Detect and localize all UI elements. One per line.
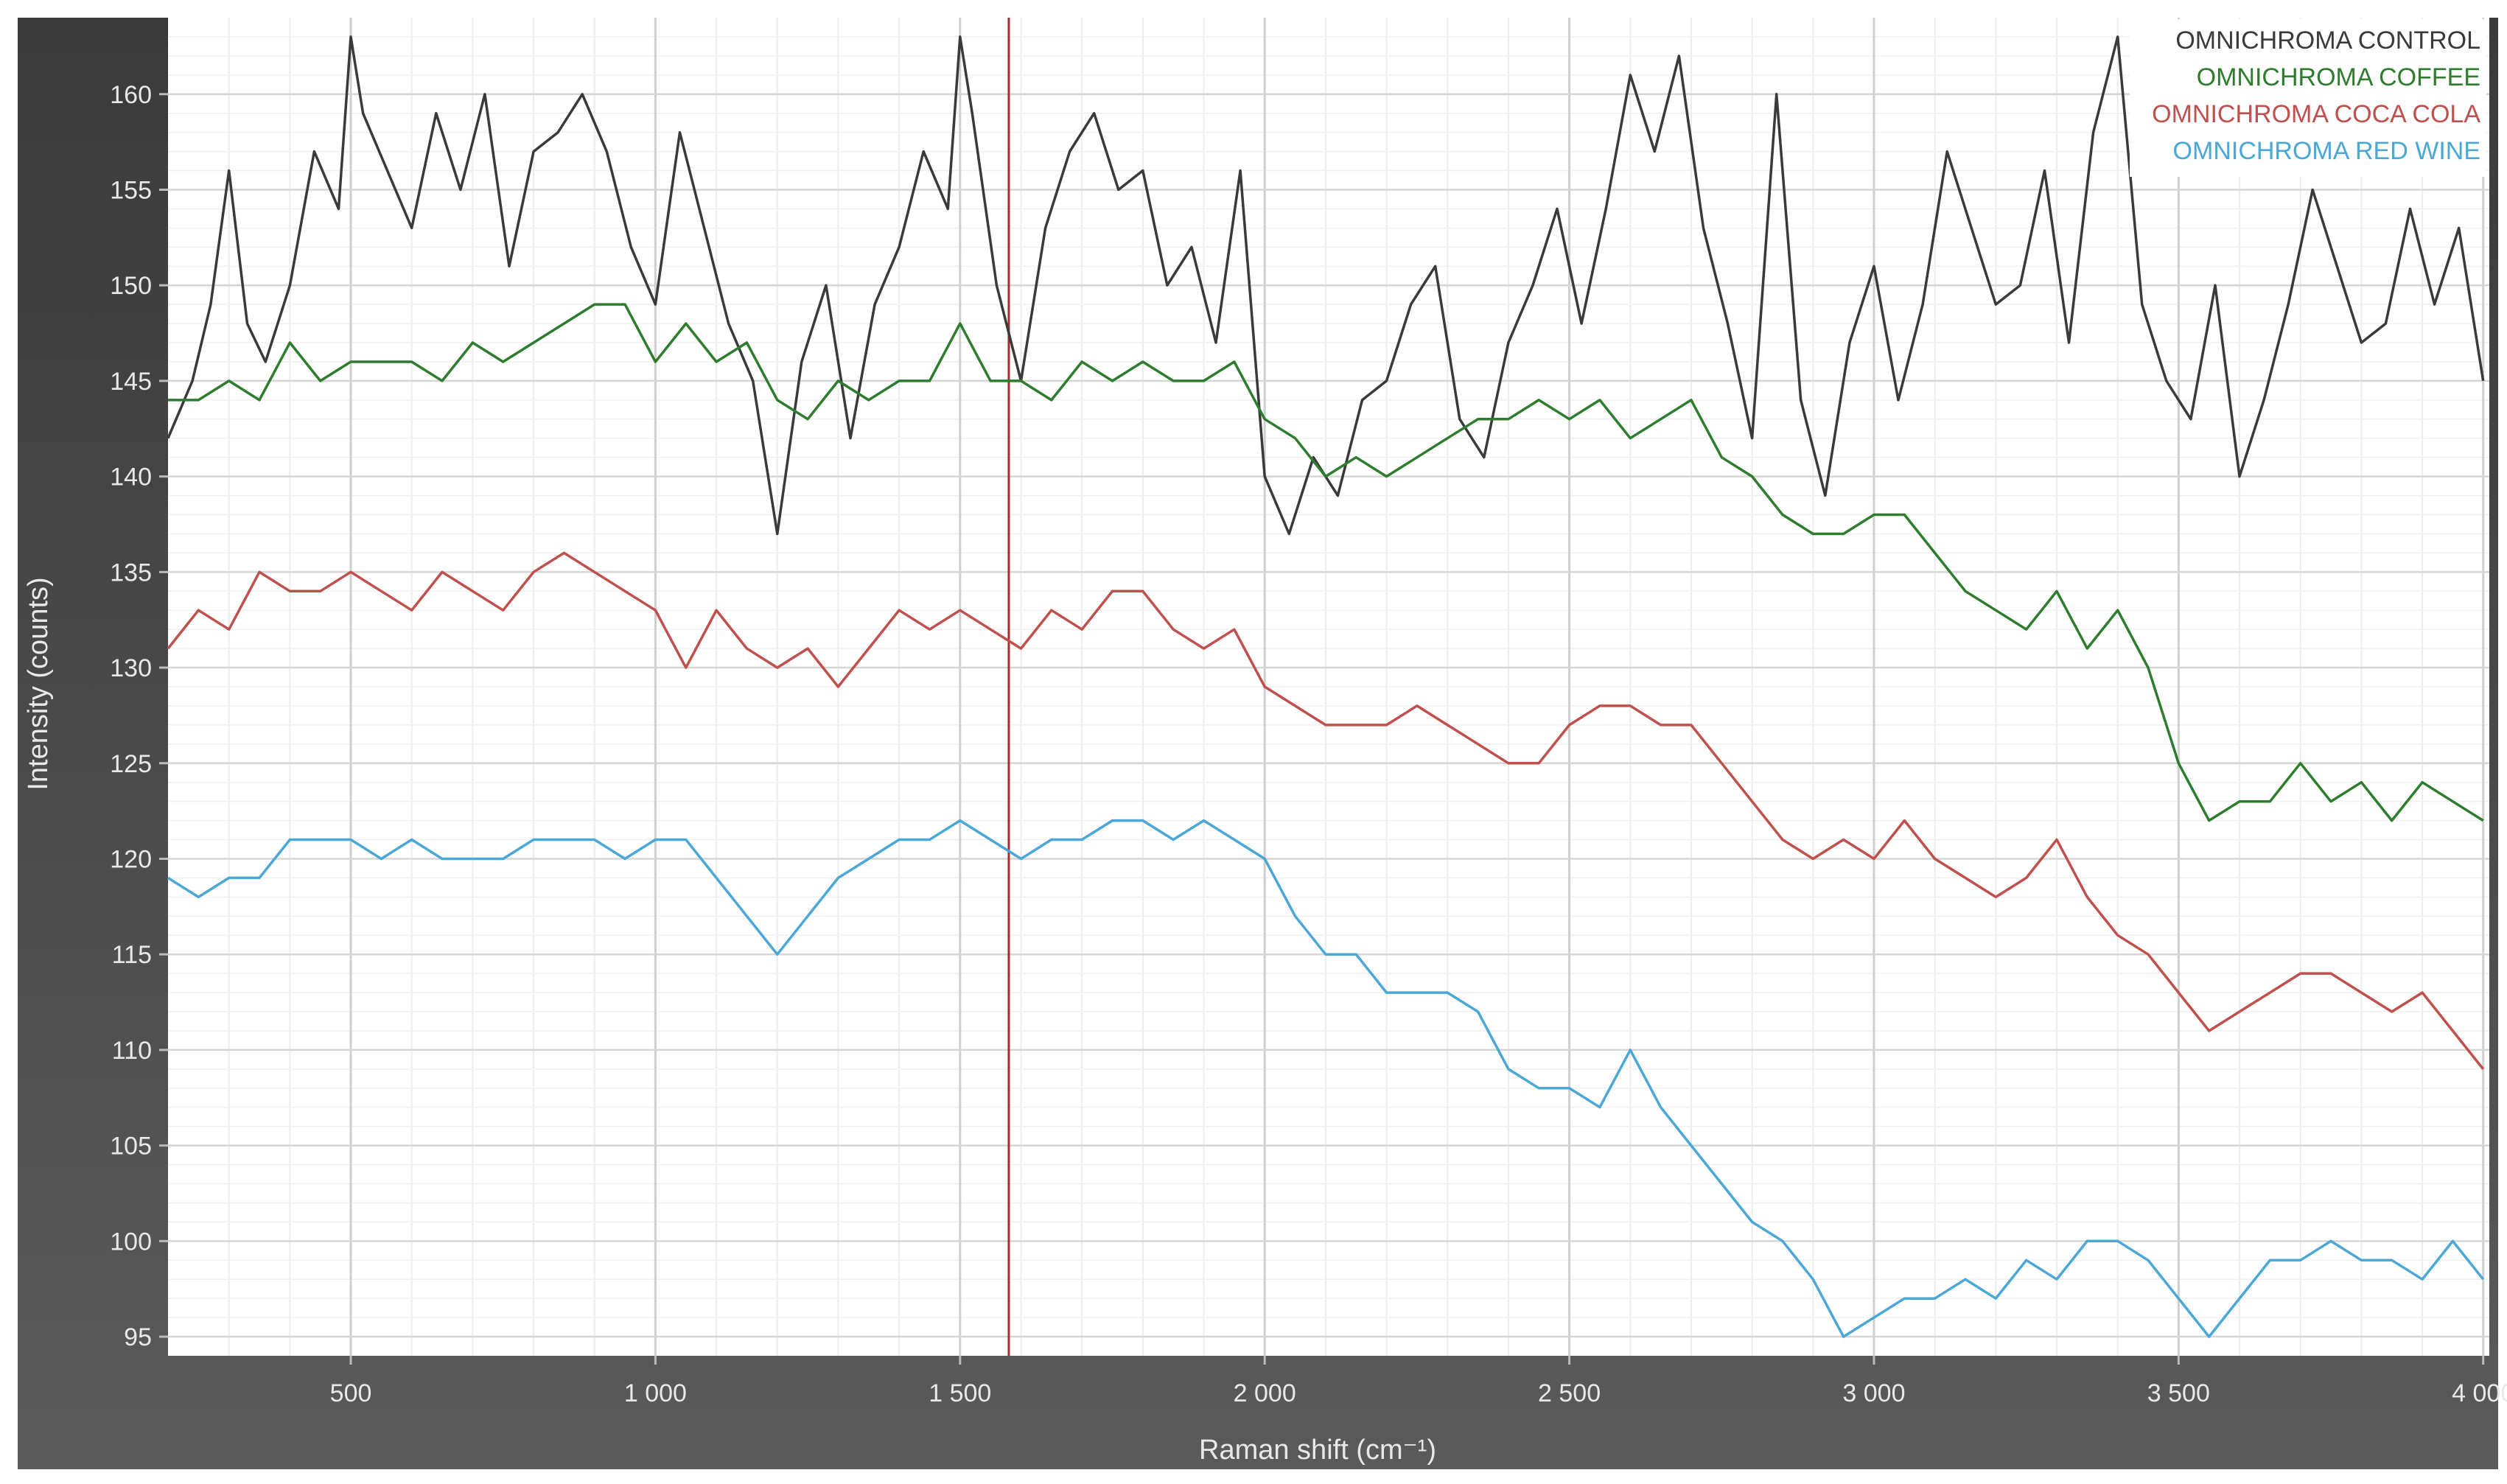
y-tick-label: 155 — [110, 176, 152, 204]
x-axis-ticks: 500 1 000 1 500 2 000 2 500 3 000 3 500 4 000 — [330, 1356, 2507, 1407]
y-tick-label: 110 — [112, 1037, 152, 1065]
x-tick-label: 3 500 — [2147, 1379, 2210, 1407]
grid-lines — [168, 18, 2489, 1356]
x-tick-label: 4 000 — [2452, 1379, 2507, 1407]
y-tick-label: 140 — [110, 463, 152, 491]
series-line-1 — [168, 303, 2484, 822]
legend-entry-0: OMNICHROMA CONTROL — [2175, 27, 2480, 55]
x-tick-label: 3 000 — [1842, 1379, 1905, 1407]
y-tick-label: 130 — [110, 654, 152, 682]
y-axis-ticks: 95 100 105 110 115 120 125 130 135 140 145 150 155 16… — [110, 81, 168, 1351]
y-tick-label: 120 — [110, 845, 152, 873]
legend-entry-1: OMNICHROMA COFFEE — [2197, 63, 2480, 91]
x-tick-label: 500 — [330, 1379, 372, 1407]
y-tick-label: 100 — [110, 1228, 152, 1256]
legend: OMNICHROMA CONTROL OMNICHROMA COFFEE OMNIC… — [2130, 19, 2486, 177]
y-tick-label: 115 — [112, 941, 152, 969]
series-line-3 — [167, 819, 2485, 1338]
x-tick-label: 2 000 — [1234, 1379, 1296, 1407]
x-tick-label: 2 500 — [1538, 1379, 1601, 1407]
y-tick-label: 145 — [110, 368, 152, 396]
x-tick-label: 1 500 — [929, 1379, 991, 1407]
y-axis-title: Intensity (counts) — [23, 577, 54, 790]
y-tick-label: 150 — [110, 272, 152, 300]
y-tick-label: 105 — [110, 1133, 152, 1161]
y-tick-label: 160 — [110, 81, 152, 109]
y-tick-label: 95 — [124, 1323, 152, 1351]
legend-entry-2: OMNICHROMA COCA COLA — [2152, 100, 2480, 128]
y-tick-label: 135 — [110, 559, 152, 587]
x-tick-label: 1 000 — [624, 1379, 687, 1407]
series-line-2 — [167, 551, 2485, 1070]
legend-box — [2130, 19, 2486, 177]
legend-entry-3: OMNICHROMA RED WINE — [2173, 137, 2480, 165]
x-axis-title: Raman shift (cm⁻¹) — [1199, 1435, 1436, 1466]
series-line-0 — [167, 35, 2485, 536]
series-lines — [167, 35, 2485, 1338]
y-tick-label: 125 — [110, 750, 152, 778]
